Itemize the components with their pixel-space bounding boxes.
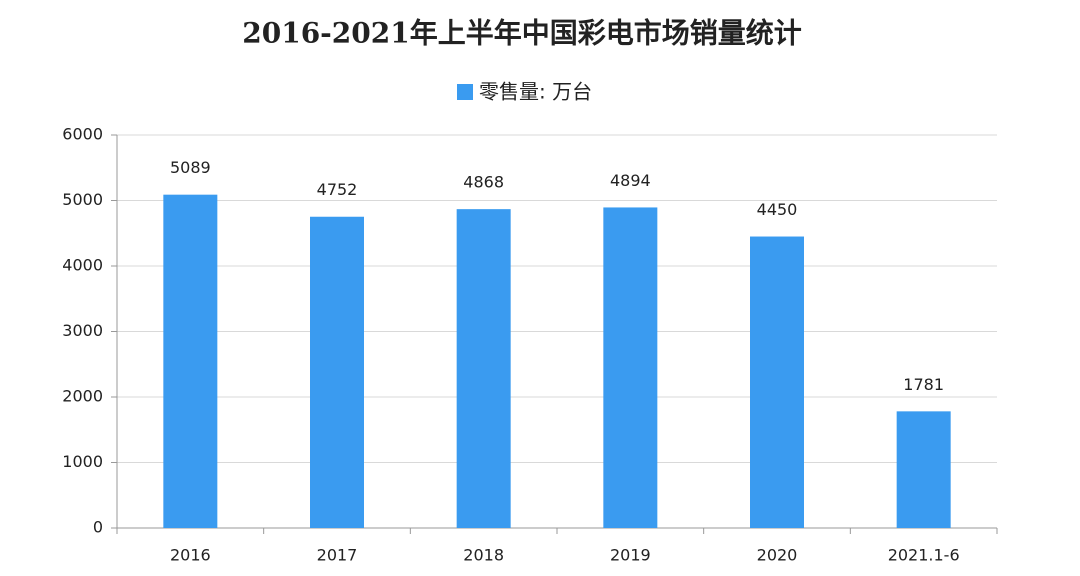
bar: [163, 194, 218, 528]
y-tick-label: 3000: [62, 321, 103, 340]
bar: [603, 207, 658, 528]
data-label: 4894: [610, 171, 651, 190]
data-label: 4450: [757, 200, 798, 219]
data-label: 4868: [463, 173, 504, 192]
bar: [896, 411, 951, 528]
y-tick-label: 1000: [62, 452, 103, 471]
data-label: 5089: [170, 158, 211, 177]
data-label: 4752: [317, 180, 358, 199]
bar: [310, 216, 364, 528]
y-tick-label: 2000: [62, 387, 103, 406]
y-tick-label: 0: [93, 518, 103, 537]
legend-label: 零售量: 万台: [479, 80, 592, 104]
x-tick-label: 2019: [610, 546, 651, 565]
data-label: 1781: [903, 375, 944, 394]
legend-swatch: [457, 84, 473, 100]
y-tick-label: 5000: [62, 190, 103, 209]
x-tick-label: 2020: [757, 546, 798, 565]
y-tick-label: 4000: [62, 256, 103, 275]
x-tick-label: 2018: [463, 546, 504, 565]
x-tick-label: 2016: [170, 546, 211, 565]
bar: [750, 236, 804, 528]
x-tick-label: 2017: [317, 546, 358, 565]
y-tick-label: 6000: [62, 125, 103, 144]
bar: [456, 209, 511, 528]
chart-title: 2016-2021年上半年中国彩电市场销量统计: [242, 17, 801, 50]
x-tick-label: 2021.1-6: [888, 546, 960, 565]
